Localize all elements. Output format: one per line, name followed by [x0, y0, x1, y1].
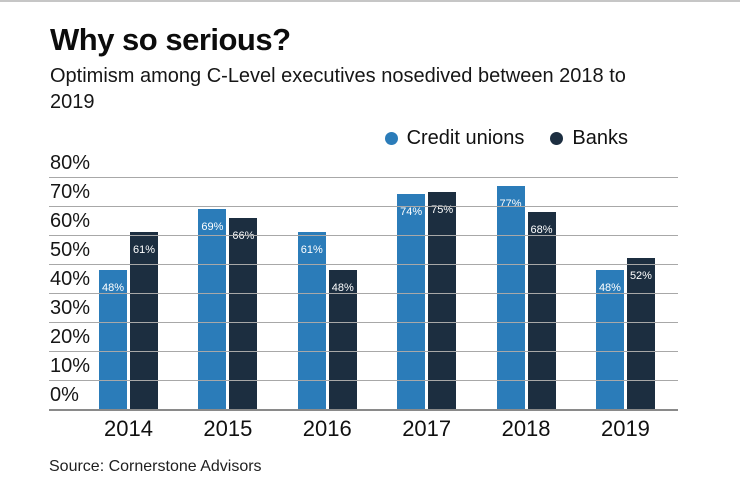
bar-value-label: 69%: [201, 220, 224, 233]
gridline: [49, 177, 678, 178]
bar-chart: 48% 61% 69% 66% 61% 48% 74% 75% 77% 68% 48% 52% 80%…: [49, 152, 678, 442]
gridline: [49, 235, 678, 236]
legend: Credit unions Banks: [0, 127, 740, 149]
gridline: [49, 264, 678, 265]
y-axis-tick-label: 0%: [50, 384, 79, 406]
chart-title: Why so serious?: [50, 22, 291, 57]
legend-item-banks: Banks: [550, 127, 628, 150]
y-axis-tick-label: 80%: [50, 152, 91, 174]
x-axis-tick-label: 2018: [501, 416, 551, 441]
bar-value-label: 48%: [598, 281, 621, 294]
y-axis-tick-label: 70%: [50, 181, 91, 203]
bar-banks: 68%: [527, 211, 556, 409]
bar-credit-unions: 69%: [198, 208, 227, 409]
y-axis-tick-label: 30%: [50, 297, 91, 319]
bar-value-label: 74%: [400, 206, 423, 219]
x-axis-tick-label: 2014: [104, 416, 153, 441]
legend-label-banks: Banks: [572, 126, 628, 149]
bar-value-label: 68%: [530, 223, 553, 236]
bar-value-label: 77%: [499, 197, 522, 210]
y-axis-tick-label: 40%: [50, 268, 91, 290]
bar-banks: 52%: [626, 258, 655, 409]
bar-group: 69% 66%: [198, 177, 258, 409]
gridline: [49, 322, 678, 323]
bar-value-label: 48%: [331, 281, 354, 294]
legend-item-credit-unions: Credit unions: [384, 126, 525, 150]
bar-group: 77% 68%: [496, 177, 556, 409]
bar-value-label: 52%: [629, 270, 652, 283]
chart-subtitle: Optimism among C-Level executives nosedi…: [50, 65, 626, 113]
gridline: [49, 380, 678, 381]
bar-credit-unions: 48%: [99, 269, 127, 409]
bar-banks: 61%: [130, 232, 158, 409]
bar-credit-unions: 61%: [297, 232, 326, 409]
bar-banks: 66%: [229, 217, 258, 409]
chart-header: Why so serious? Optimism among C-Level e…: [0, 2, 740, 115]
legend-label-credit-unions: Credit unions: [406, 126, 525, 149]
bar-credit-unions: 48%: [595, 269, 624, 409]
gridline: [49, 351, 678, 352]
bar-value-label: 48%: [101, 281, 125, 294]
source-note: Source: Cornerstone Advisors: [49, 458, 262, 475]
plot-area: 48% 61% 69% 66% 61% 48% 74% 75% 77% 68% 48% 52% 80%…: [49, 152, 678, 411]
x-axis-tick-label: 2017: [402, 416, 452, 441]
x-axis-labels: 2014 2015 2016 2017 2018 2019: [99, 416, 655, 442]
y-axis-tick-label: 10%: [50, 355, 91, 377]
bar-value-label: 61%: [132, 244, 156, 257]
bar-value-label: 61%: [300, 244, 323, 257]
banks-dot-icon: [550, 131, 564, 145]
bar-credit-unions: 74%: [397, 194, 426, 409]
y-axis-tick-label: 60%: [50, 210, 91, 232]
x-axis-tick-label: 2015: [203, 416, 253, 441]
bar-banks: 48%: [328, 269, 357, 409]
y-axis-tick-label: 20%: [50, 326, 91, 348]
bar-credit-unions: 77%: [496, 185, 525, 409]
gridline: [49, 206, 678, 207]
x-axis-tick-label: 2019: [600, 416, 650, 441]
credit-unions-dot-icon: [384, 131, 398, 145]
bar-group: 74% 75%: [397, 177, 457, 409]
bar-banks: 75%: [428, 191, 457, 409]
gridline: [49, 293, 678, 294]
y-axis-tick-label: 50%: [50, 239, 91, 261]
x-axis-tick-label: 2016: [302, 416, 352, 441]
